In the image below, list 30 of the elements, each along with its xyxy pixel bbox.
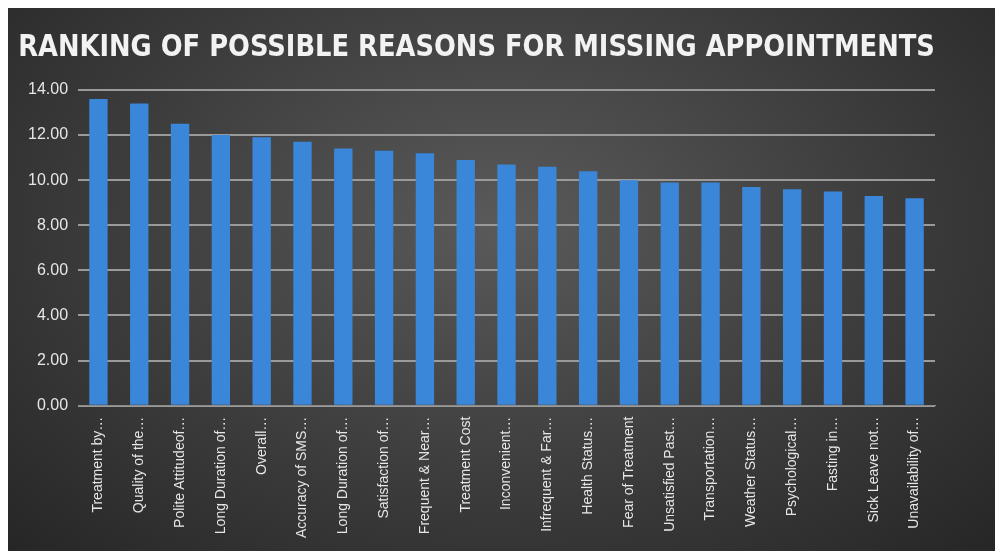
x-tick-label: Quality of the… [130,416,147,514]
x-tick-label: Accuracy of SMS… [293,416,310,539]
x-tick-label: Sick Leave not… [864,416,881,523]
x-tick-label: Inconvenient… [497,416,514,511]
x-tick-label: Transportation… [701,416,718,521]
x-tick-label: Unsatisfied Past… [660,416,677,532]
x-tick-label: Weather Status… [742,416,759,527]
x-tick-label: Long Duration of… [211,416,228,535]
x-tick-label: Treatment by… [89,416,106,513]
x-tick-label: Fasting in… [823,416,840,492]
y-tick-label: 10.00 [27,170,69,188]
y-tick-label: 4.00 [36,305,69,323]
x-tick-label: Long Duration of… [334,416,351,535]
chart-title: RANKING OF POSSIBLE REASONS FOR MISSING APPOINTMENTS [18,27,935,64]
x-tick-label: Infrequent & Far… [538,416,555,532]
x-tick-label: Frequent & Near… [415,416,432,535]
x-tick-label: Fear of Treatment [619,416,636,528]
y-tick-label: 12.00 [27,125,69,143]
x-tick-label: Overall… [252,416,269,475]
y-tick-label: 2.00 [36,350,69,368]
x-tick-label: Psychological… [783,416,800,517]
y-tick-label: 8.00 [36,215,69,233]
x-tick-label: Unavailability of… [905,416,922,529]
x-tick-label: Satisfaction of… [374,416,391,519]
y-tick-label: 14.00 [27,80,69,98]
y-tick-label: 0.00 [36,396,69,414]
x-tick-label: Treatment Cost [456,416,473,513]
y-tick-label: 6.00 [36,260,69,278]
x-tick-label: Polite Attitudeof… [170,416,187,528]
x-tick-label: Health Status… [578,416,595,515]
